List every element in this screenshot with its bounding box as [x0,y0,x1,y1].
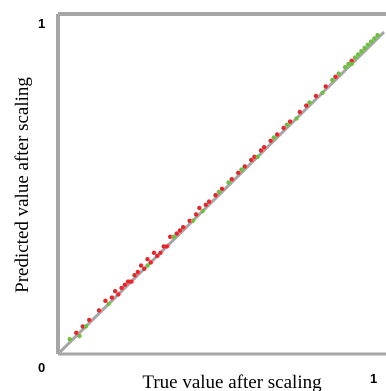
data-point [112,289,118,294]
data-point [155,253,160,259]
data-point [261,145,267,150]
data-point [368,39,374,44]
data-point [86,317,92,323]
data-point [106,301,111,307]
x-axis-title: True value after scaling [142,372,322,391]
data-point [362,45,367,51]
data-point [294,116,299,121]
data-point [80,324,85,329]
data-point [145,263,150,268]
data-point [177,228,183,233]
data-point [333,74,338,80]
data-point [206,199,212,204]
data-point [167,234,173,239]
data-point [349,61,354,67]
data-point [336,71,341,76]
data-point [151,250,157,255]
data-point [161,244,166,249]
data-point [180,225,186,230]
data-point [313,93,319,99]
data-point [323,84,328,89]
data-point [268,138,273,143]
data-point [242,164,247,169]
data-point [248,157,254,163]
data-point [132,273,137,278]
data-point [359,49,364,54]
data-point [96,308,102,313]
data-point [375,33,380,38]
data-point [138,263,144,268]
data-point [355,52,361,57]
data-point [187,218,192,223]
data-point [119,285,124,291]
data-point [329,77,335,83]
data-point [125,279,131,284]
data-point [216,189,221,195]
data-point [109,295,115,300]
data-point [77,333,82,339]
data-point [171,234,176,239]
data-point [83,324,89,329]
data-point [116,292,121,297]
data-point [197,205,202,211]
data-point [372,36,377,41]
data-point [307,100,312,105]
data-point [213,193,218,198]
data-point [148,260,153,265]
data-point [252,154,257,159]
data-point [287,119,293,124]
data-point [158,250,163,255]
data-point [226,180,231,185]
data-point [193,212,199,217]
data-point [74,330,79,335]
x-tick-label: 1 [370,371,377,386]
x-tick-label: 0 [38,360,45,375]
data-point [203,202,208,207]
data-point [274,132,280,137]
data-point [342,65,348,70]
data-point [135,269,140,275]
data-point [229,177,234,182]
y-axis-title: Predicted value after scaling [12,77,33,293]
data-points [67,33,380,342]
data-point [164,244,170,249]
data-point [365,42,370,47]
data-point [255,154,260,159]
y-tick-label: 1 [38,16,45,31]
data-point [142,266,147,271]
data-point [346,61,351,67]
data-point [145,257,150,262]
data-point [304,103,309,108]
data-point [349,58,354,63]
data-point [219,186,225,191]
data-point [320,90,325,96]
data-point [122,282,128,287]
data-point [190,218,196,223]
data-point [236,170,241,175]
data-point [129,279,134,284]
data-point [239,167,244,172]
data-point [67,337,72,342]
data-point [281,125,286,131]
data-point [174,231,179,236]
data-point [271,135,277,140]
data-point [297,109,302,115]
reference-line [58,30,386,354]
data-point [200,209,205,214]
data-point [258,148,264,153]
data-point [352,55,358,60]
data-point [103,298,108,303]
data-point [284,122,289,128]
